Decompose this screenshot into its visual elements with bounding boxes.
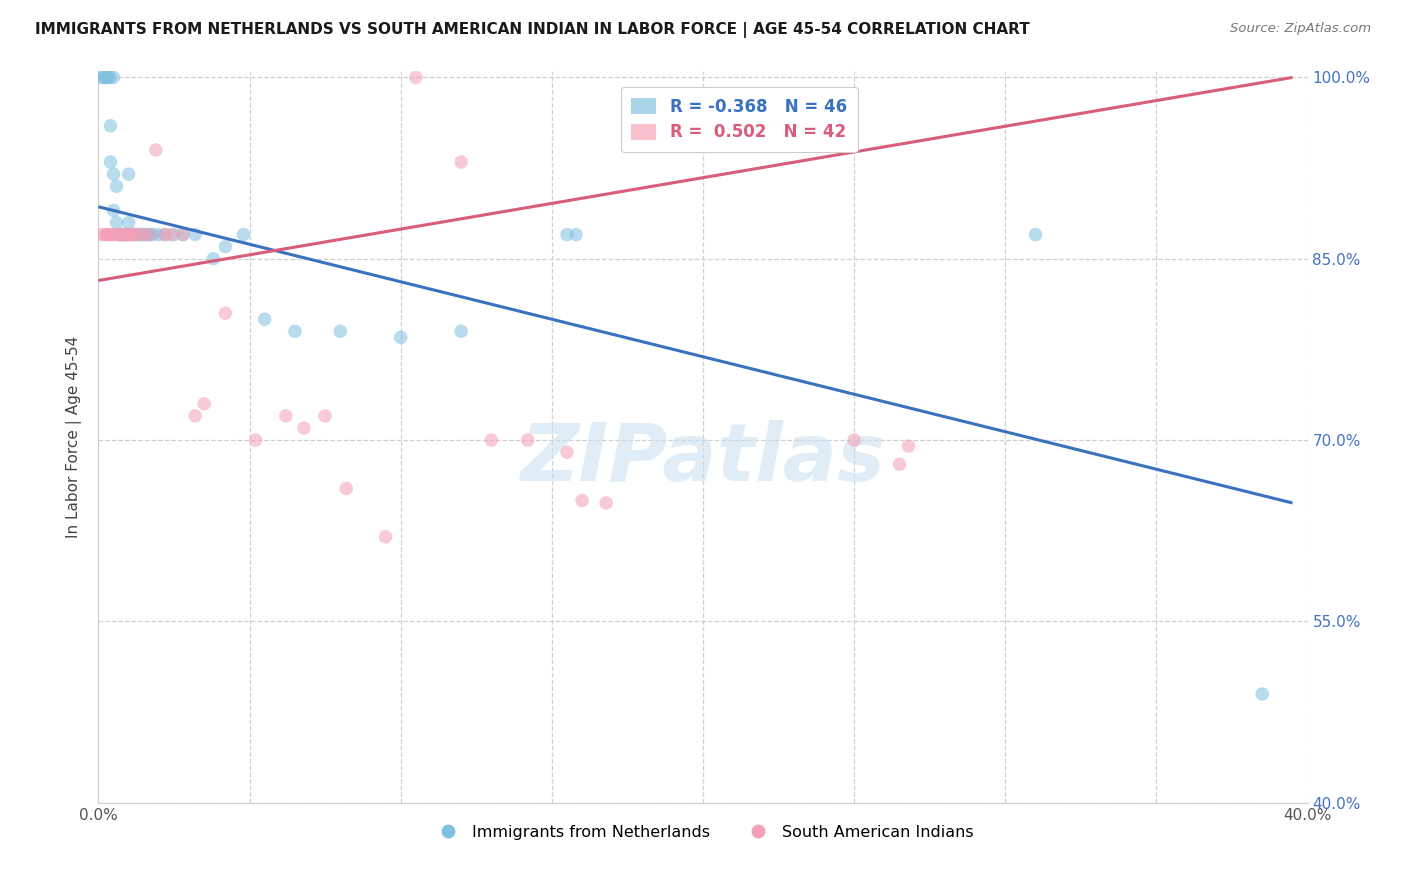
Point [111, 227, 134, 242]
Point [108, 227, 131, 242]
Point [132, 227, 155, 242]
Point [96, 70, 118, 85]
Text: Source: ZipAtlas.com: Source: ZipAtlas.com [1230, 22, 1371, 36]
Point [595, 496, 617, 510]
Point [555, 445, 578, 459]
Point [139, 227, 162, 242]
Point [118, 167, 141, 181]
Point [121, 227, 143, 242]
Point [292, 421, 315, 435]
Point [139, 227, 162, 242]
Point [103, 167, 125, 181]
Point [118, 227, 141, 242]
Point [193, 397, 215, 411]
Point [108, 227, 131, 242]
Point [148, 227, 170, 242]
Point [516, 433, 538, 447]
Y-axis label: In Labor Force | Age 45-54: In Labor Force | Age 45-54 [66, 336, 83, 538]
Point [405, 70, 427, 85]
Point [214, 306, 236, 320]
Point [481, 433, 503, 447]
Point [121, 227, 143, 242]
Point [103, 227, 125, 242]
Point [555, 227, 578, 242]
Point [114, 227, 136, 242]
Legend: Immigrants from Netherlands, South American Indians: Immigrants from Netherlands, South Ameri… [426, 818, 980, 846]
Point [105, 227, 128, 242]
Point [450, 324, 472, 338]
Point [103, 203, 125, 218]
Point [108, 227, 131, 242]
Point [132, 227, 155, 242]
Point [450, 155, 472, 169]
Point [844, 433, 866, 447]
Point [163, 227, 186, 242]
Point [90, 227, 112, 242]
Point [93, 70, 115, 85]
Point [96, 227, 118, 242]
Point [160, 227, 183, 242]
Point [105, 179, 128, 194]
Point [118, 227, 141, 242]
Point [889, 457, 911, 471]
Point [202, 252, 225, 266]
Point [142, 227, 165, 242]
Point [90, 70, 112, 85]
Point [253, 312, 276, 326]
Text: IMMIGRANTS FROM NETHERLANDS VS SOUTH AMERICAN INDIAN IN LABOR FORCE | AGE 45-54 : IMMIGRANTS FROM NETHERLANDS VS SOUTH AME… [35, 22, 1031, 38]
Point [100, 70, 122, 85]
Point [1251, 687, 1274, 701]
Point [153, 227, 176, 242]
Point [214, 240, 236, 254]
Point [100, 119, 122, 133]
Point [389, 330, 412, 344]
Text: ZIPatlas: ZIPatlas [520, 420, 886, 498]
Point [184, 227, 207, 242]
Point [274, 409, 297, 423]
Point [129, 227, 152, 242]
Point [329, 324, 352, 338]
Point [127, 227, 149, 242]
Point [335, 482, 357, 496]
Point [96, 227, 118, 242]
Point [100, 227, 122, 242]
Point [118, 215, 141, 229]
Point [93, 227, 115, 242]
Point [145, 143, 167, 157]
Point [314, 409, 336, 423]
Point [103, 227, 125, 242]
Point [172, 227, 194, 242]
Point [124, 227, 146, 242]
Point [100, 155, 122, 169]
Point [96, 70, 118, 85]
Point [103, 70, 125, 85]
Point [1024, 227, 1046, 242]
Point [565, 227, 588, 242]
Point [111, 227, 134, 242]
Point [93, 70, 115, 85]
Point [114, 227, 136, 242]
Point [571, 493, 593, 508]
Point [374, 530, 396, 544]
Point [111, 227, 134, 242]
Point [135, 227, 157, 242]
Point [127, 227, 149, 242]
Point [897, 439, 920, 453]
Point [153, 227, 176, 242]
Point [284, 324, 307, 338]
Point [124, 227, 146, 242]
Point [232, 227, 254, 242]
Point [172, 227, 194, 242]
Point [105, 215, 128, 229]
Point [245, 433, 267, 447]
Point [184, 409, 207, 423]
Point [114, 227, 136, 242]
Point [111, 227, 134, 242]
